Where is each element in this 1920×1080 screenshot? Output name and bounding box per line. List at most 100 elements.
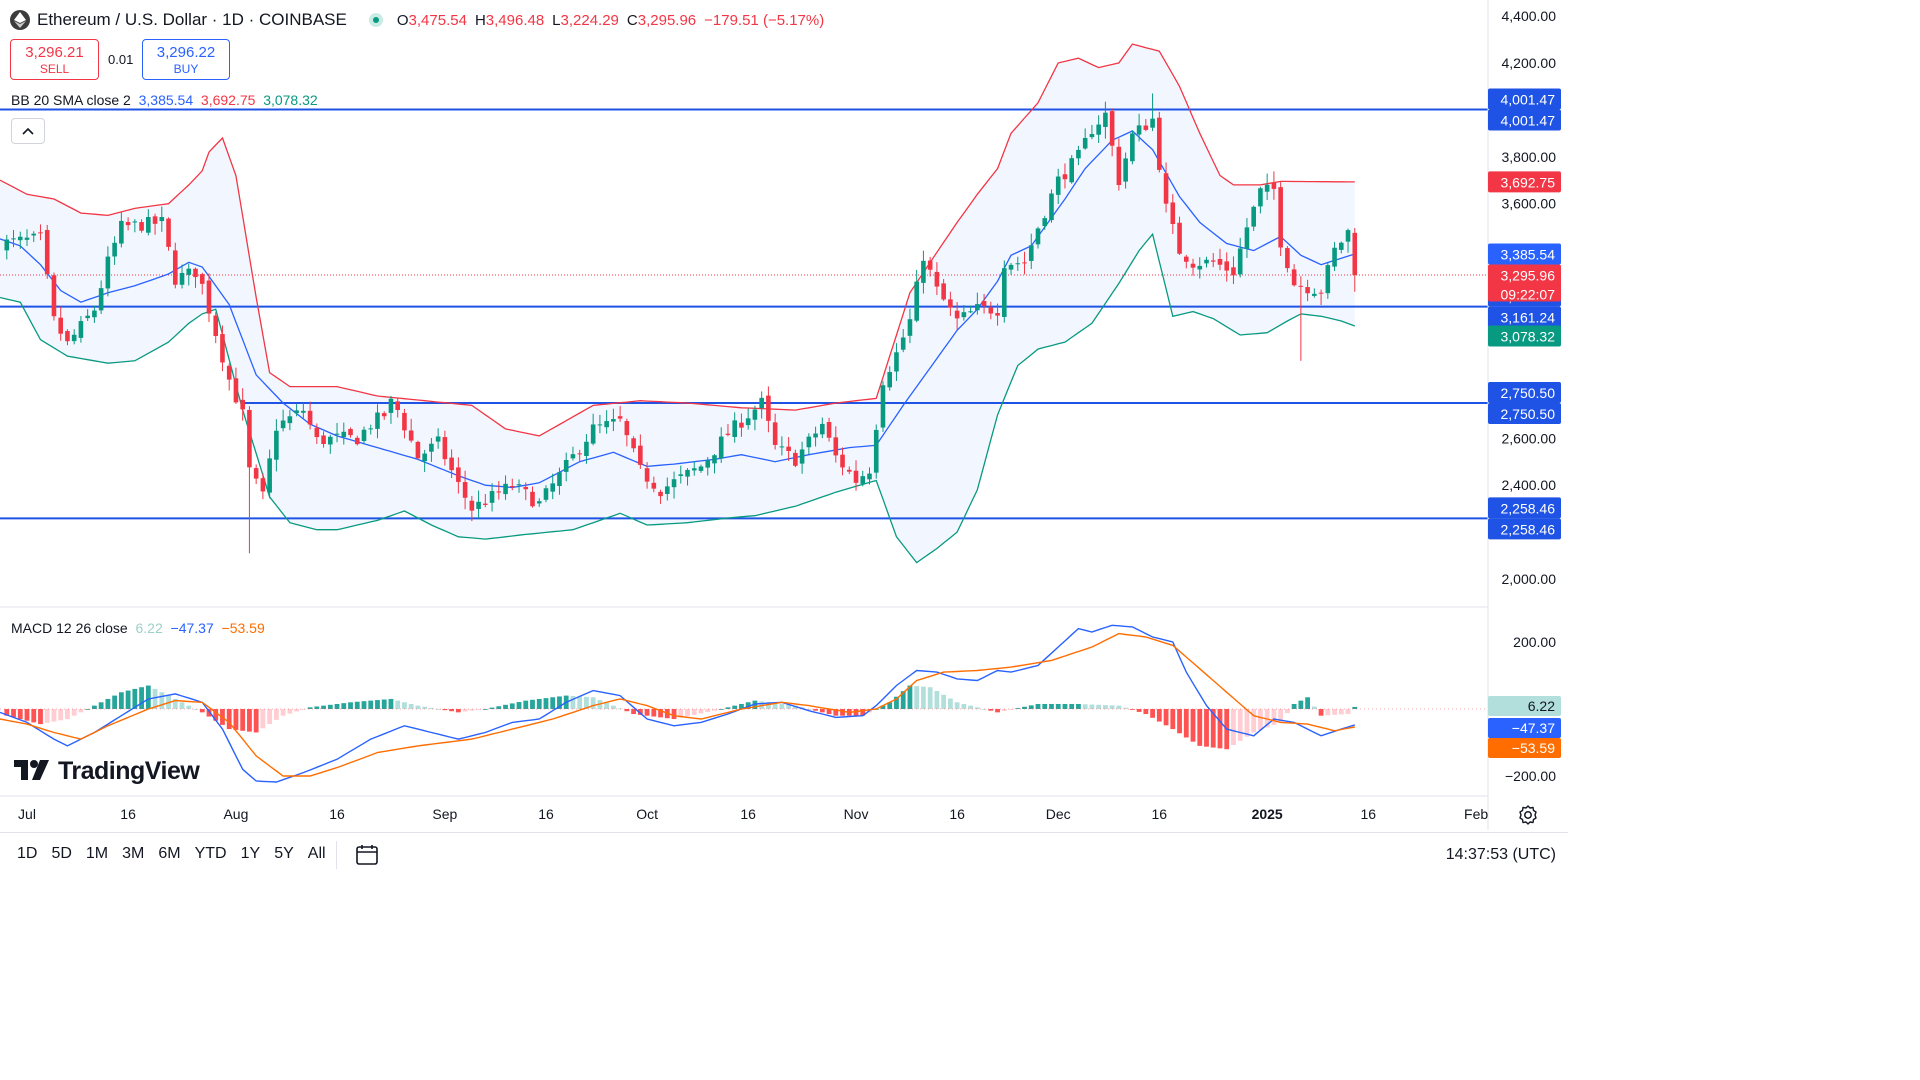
price-chart[interactable]: 4,400.004,200.003,800.003,600.002,800.00… xyxy=(0,0,1568,882)
candle[interactable] xyxy=(550,473,556,500)
candle[interactable] xyxy=(274,419,279,472)
candle[interactable] xyxy=(429,437,434,462)
candle[interactable] xyxy=(813,426,818,447)
bb-legend-name[interactable]: BB 20 SMA close 2 xyxy=(11,92,131,108)
candle[interactable] xyxy=(1204,256,1209,268)
candle[interactable] xyxy=(78,316,84,343)
candle[interactable] xyxy=(503,475,508,500)
chart-settings-button[interactable] xyxy=(1517,804,1539,831)
candle[interactable] xyxy=(435,428,441,449)
candle[interactable] xyxy=(927,256,933,277)
candle[interactable] xyxy=(651,476,657,493)
candle[interactable] xyxy=(348,427,353,438)
candle[interactable] xyxy=(1170,194,1176,235)
candle[interactable] xyxy=(1002,260,1007,323)
candle[interactable] xyxy=(456,457,461,494)
candle[interactable] xyxy=(1305,279,1310,302)
candle[interactable] xyxy=(516,479,522,493)
candle[interactable] xyxy=(536,498,542,507)
candle[interactable] xyxy=(1042,215,1048,230)
candle[interactable] xyxy=(961,305,967,321)
candle[interactable] xyxy=(759,391,764,419)
candle[interactable] xyxy=(1271,171,1277,200)
timeframe-6m[interactable]: 6M xyxy=(158,845,181,862)
candle[interactable] xyxy=(725,424,731,437)
timeframe-3m[interactable]: 3M xyxy=(122,845,145,862)
candle[interactable] xyxy=(671,471,677,499)
candle[interactable] xyxy=(1352,227,1358,292)
candle[interactable] xyxy=(1244,218,1250,258)
candle[interactable] xyxy=(1298,276,1304,361)
candle[interactable] xyxy=(483,494,488,508)
candle[interactable] xyxy=(921,250,926,294)
symbol-title[interactable]: Ethereum / U.S. Dollar · 1D · COINBASE xyxy=(37,10,347,29)
candle[interactable] xyxy=(294,404,299,417)
candle[interactable] xyxy=(1224,252,1230,282)
candle[interactable] xyxy=(1163,162,1169,213)
candle[interactable] xyxy=(820,417,825,439)
candle[interactable] xyxy=(786,437,791,461)
candle[interactable] xyxy=(368,424,374,435)
macd-legend[interactable]: MACD 12 26 close 6.22 −47.37 −53.59 xyxy=(11,620,265,636)
candle[interactable] xyxy=(375,404,380,439)
candle[interactable] xyxy=(247,406,252,554)
candle[interactable] xyxy=(328,434,333,454)
candle[interactable] xyxy=(1285,246,1290,273)
candle[interactable] xyxy=(1116,138,1122,191)
candle[interactable] xyxy=(341,422,347,445)
candle[interactable] xyxy=(530,486,535,508)
candle[interactable] xyxy=(307,401,313,430)
sell-button[interactable]: 3,296.21 SELL xyxy=(10,39,99,80)
candle[interactable] xyxy=(631,436,636,453)
candle[interactable] xyxy=(597,414,603,434)
candle[interactable] xyxy=(213,312,219,344)
candle[interactable] xyxy=(233,367,239,404)
candle[interactable] xyxy=(58,306,63,341)
candle[interactable] xyxy=(867,467,872,485)
candle[interactable] xyxy=(1130,130,1135,165)
candle[interactable] xyxy=(166,217,171,251)
candle[interactable] xyxy=(1177,216,1182,255)
candle[interactable] xyxy=(199,272,205,295)
candle[interactable] xyxy=(975,292,980,315)
symbol-header[interactable]: Ethereum / U.S. Dollar · 1D · COINBASE O… xyxy=(10,8,824,32)
candle[interactable] xyxy=(988,301,994,320)
candle[interactable] xyxy=(563,452,569,482)
candle[interactable] xyxy=(476,490,481,519)
candle[interactable] xyxy=(1123,152,1128,189)
candle[interactable] xyxy=(887,366,893,391)
timeframe-5d[interactable]: 5D xyxy=(51,845,72,862)
candle[interactable] xyxy=(900,329,906,353)
candle[interactable] xyxy=(1076,145,1081,166)
candle[interactable] xyxy=(1022,251,1027,275)
candle[interactable] xyxy=(354,435,360,446)
candle[interactable] xyxy=(1332,241,1337,272)
candle[interactable] xyxy=(280,409,286,432)
candle[interactable] xyxy=(914,269,919,323)
candle[interactable] xyxy=(1062,163,1068,189)
candle[interactable] xyxy=(1015,256,1021,271)
candle[interactable] xyxy=(112,236,117,265)
timeframe-ytd[interactable]: YTD xyxy=(194,845,227,862)
candle[interactable] xyxy=(846,466,852,475)
candle[interactable] xyxy=(139,219,144,233)
macd-macd-line[interactable] xyxy=(0,624,1356,783)
candle[interactable] xyxy=(1190,258,1196,276)
candle[interactable] xyxy=(1339,241,1344,254)
utc-clock[interactable]: 14:37:53 (UTC) xyxy=(1445,846,1556,863)
candle[interactable] xyxy=(840,447,845,476)
candle[interactable] xyxy=(665,477,670,501)
macd-axis[interactable]: 200.00 −200.00 xyxy=(1505,634,1556,784)
candle[interactable] xyxy=(644,462,650,489)
candle[interactable] xyxy=(4,234,10,260)
candle[interactable] xyxy=(1264,173,1270,200)
candle[interactable] xyxy=(17,231,23,249)
candle[interactable] xyxy=(509,478,515,491)
candle[interactable] xyxy=(570,446,576,461)
candle[interactable] xyxy=(206,273,212,322)
candle[interactable] xyxy=(321,431,326,448)
candle[interactable] xyxy=(38,224,43,241)
candle[interactable] xyxy=(1278,182,1283,257)
bollinger-lower-line[interactable] xyxy=(0,232,1356,564)
candle[interactable] xyxy=(739,413,744,437)
